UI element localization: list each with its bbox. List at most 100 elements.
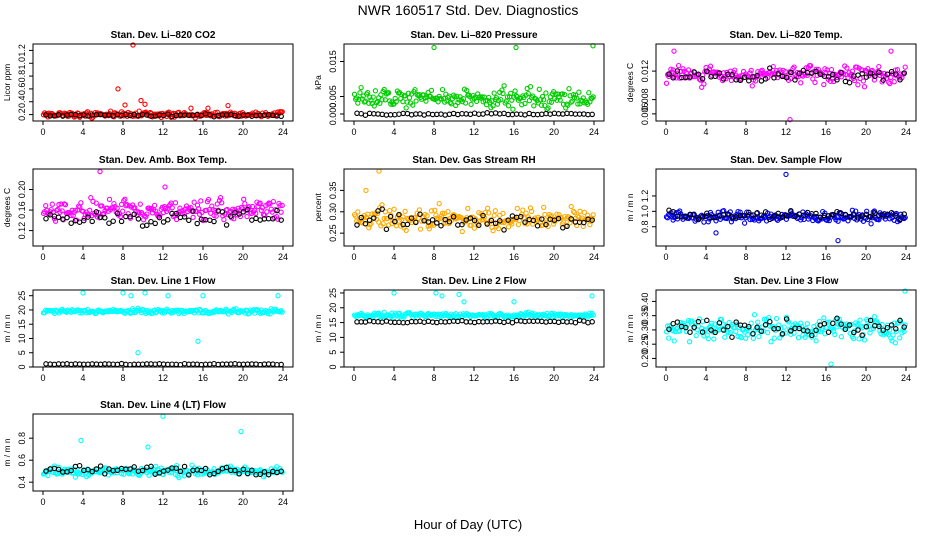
data-point — [172, 200, 179, 206]
data-points — [40, 42, 285, 121]
hourly-point — [265, 471, 272, 478]
hourly-point — [683, 214, 689, 220]
data-point — [525, 90, 531, 97]
hourly-point — [467, 215, 474, 221]
data-point — [587, 221, 593, 228]
hourly-point — [68, 467, 74, 474]
hourly-point — [737, 77, 744, 84]
data-point — [410, 102, 416, 108]
hourly-point — [446, 219, 453, 225]
y-tick-label: 0 — [328, 364, 338, 369]
panel-9: Stan. Dev. Line 3 Flow m / m n 0 4 8 12 16 20 24… — [625, 276, 917, 383]
x-tick-label: 8 — [120, 497, 125, 507]
outlier-point — [225, 102, 231, 109]
data-point — [728, 219, 735, 225]
hourly-point — [257, 471, 263, 478]
hourly-point — [383, 226, 390, 233]
y-tick-label: 0.8 — [640, 220, 650, 233]
hourly-point — [842, 211, 849, 218]
data-point — [447, 99, 453, 106]
hourly-point — [767, 65, 773, 71]
data-point — [403, 227, 409, 234]
hourly-point — [144, 222, 150, 229]
data-point — [708, 320, 715, 327]
data-point — [701, 81, 707, 87]
y-tick-label: 0.20 — [640, 350, 650, 368]
data-point — [575, 213, 581, 219]
hourly-point — [114, 210, 121, 217]
data-point — [176, 474, 182, 481]
data-point — [486, 94, 492, 101]
x-tick-label: 8 — [120, 127, 125, 137]
hourly-point — [712, 329, 718, 336]
hourly-point — [830, 211, 836, 218]
data-point — [735, 208, 741, 215]
data-point — [237, 468, 244, 474]
data-point — [385, 90, 392, 96]
data-point — [490, 227, 496, 234]
data-point — [816, 318, 823, 325]
hourly-point — [186, 217, 192, 224]
data-point — [536, 86, 542, 92]
data-point — [187, 307, 193, 314]
y-axis-label: Licor ppm — [2, 64, 12, 101]
hourly-point — [800, 212, 807, 218]
hourly-point — [670, 209, 676, 215]
hourly-point — [476, 222, 482, 229]
data-point — [723, 76, 729, 82]
data-point — [871, 314, 878, 320]
data-point — [498, 96, 504, 103]
data-point — [893, 328, 900, 334]
hourly-point — [863, 74, 870, 80]
data-point — [696, 316, 703, 322]
data-point — [59, 208, 65, 214]
hourly-point — [888, 68, 895, 75]
y-tick-label: 0.8 — [17, 432, 27, 445]
data-point — [722, 334, 728, 340]
data-point — [864, 208, 870, 214]
hourly-point — [788, 328, 794, 334]
data-point — [737, 333, 743, 340]
data-point — [671, 338, 677, 344]
data-point — [479, 94, 485, 100]
outlier-point — [142, 101, 148, 107]
data-point — [170, 213, 176, 220]
x-tick-label: 24 — [901, 252, 911, 262]
data-point — [732, 67, 738, 73]
data-point — [513, 93, 519, 99]
hourly-point — [240, 209, 247, 215]
data-point — [490, 103, 496, 109]
hourly-point — [236, 471, 242, 477]
data-point — [510, 106, 516, 112]
data-point — [495, 225, 502, 232]
data-point — [87, 207, 93, 213]
data-point — [791, 212, 797, 219]
hourly-point — [568, 216, 574, 222]
hourly-point — [93, 209, 100, 215]
data-point — [146, 205, 152, 211]
hourly-point — [219, 209, 226, 215]
data-point — [586, 90, 592, 96]
x-tick-label: 8 — [743, 373, 748, 383]
data-point — [147, 109, 153, 116]
data-point — [417, 226, 424, 232]
hourly-point — [202, 465, 209, 472]
data-point — [677, 208, 683, 214]
data-point — [668, 66, 674, 72]
hourly-point — [704, 317, 710, 324]
x-tick-label: 12 — [158, 373, 168, 383]
data-points — [351, 290, 596, 326]
data-point — [837, 209, 843, 216]
data-point — [747, 70, 753, 76]
hourly-point — [249, 467, 255, 474]
data-point — [844, 65, 850, 71]
hourly-point — [455, 111, 461, 118]
hourly-point — [85, 466, 91, 473]
hourly-point — [43, 215, 49, 222]
panel-title: Stan. Dev. Line 1 Flow — [111, 276, 216, 287]
hourly-point — [699, 214, 706, 220]
data-point — [523, 210, 529, 216]
outlier-point — [589, 293, 595, 299]
hourly-point — [695, 71, 702, 77]
data-point — [424, 213, 430, 219]
